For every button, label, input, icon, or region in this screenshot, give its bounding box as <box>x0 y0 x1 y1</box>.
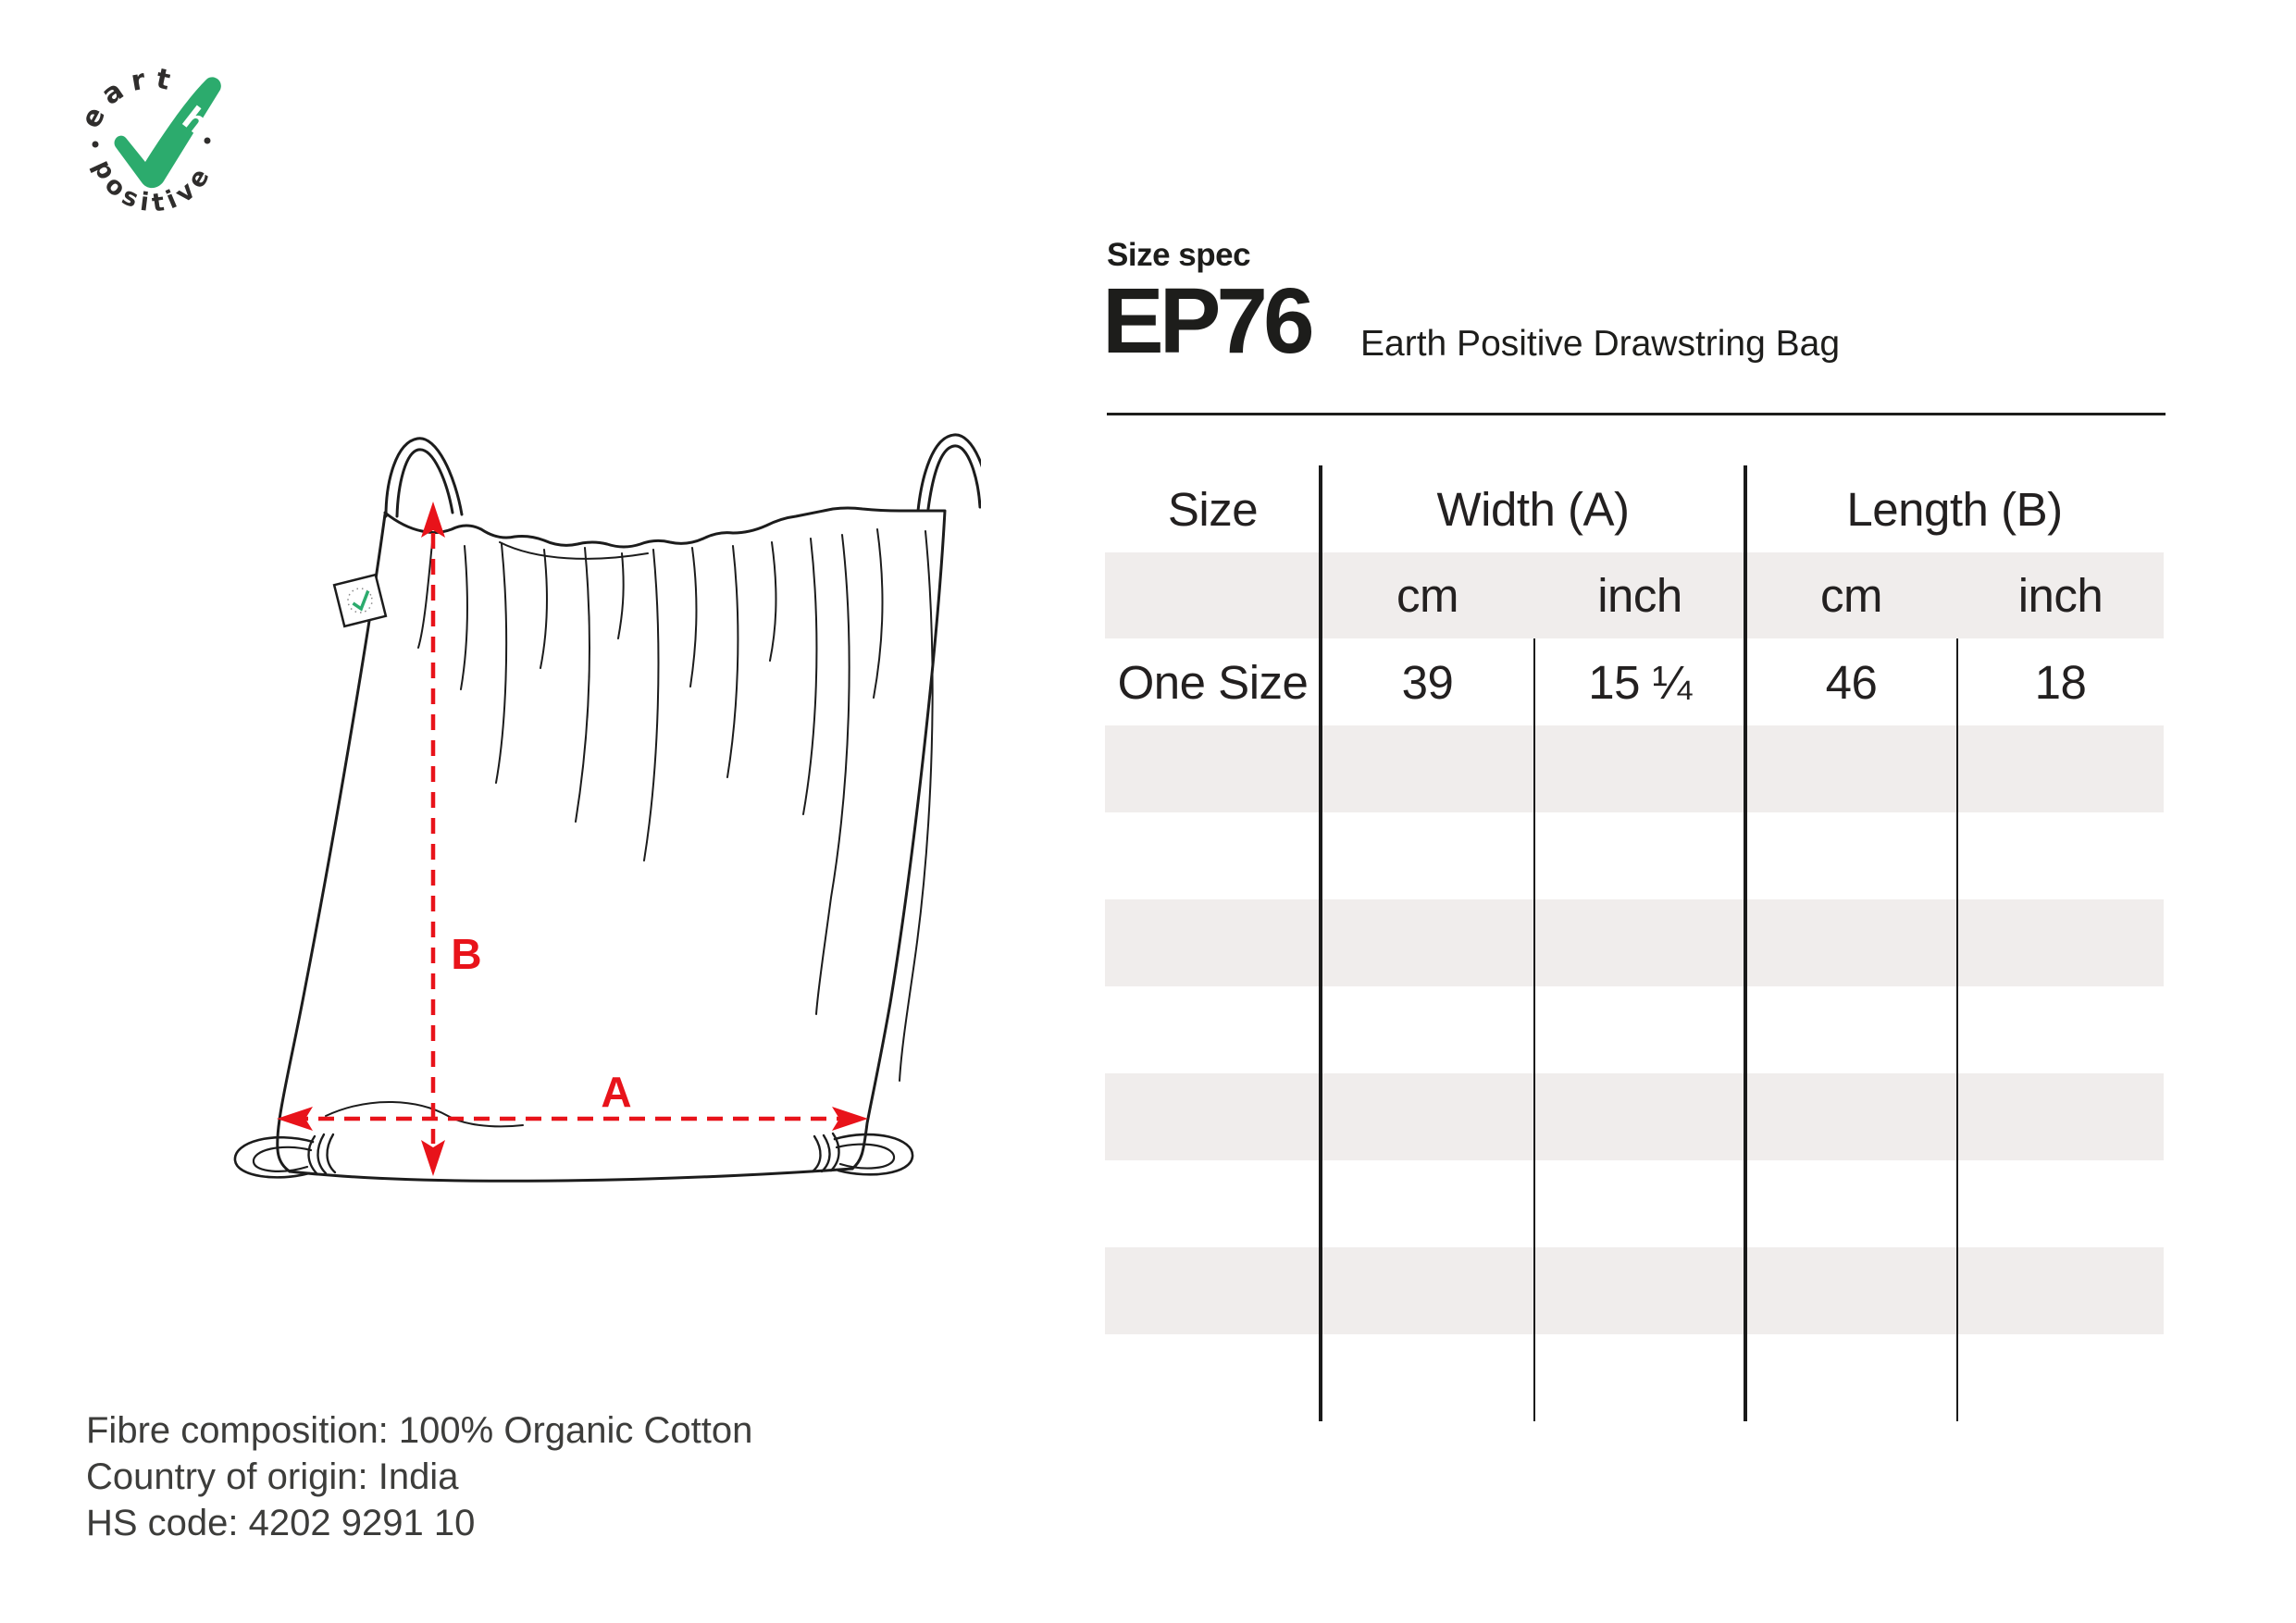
measurement-lines <box>292 533 853 1144</box>
label-width-a: A <box>601 1068 631 1116</box>
logo-check-icon <box>114 77 221 189</box>
empty-row <box>1105 1334 2164 1421</box>
cell-width-inch: 15 ¼ <box>1588 655 1692 709</box>
empty-row <box>1105 725 2164 812</box>
cell-size-name: One Size <box>1117 655 1309 709</box>
unit-header: cm <box>1745 552 1957 638</box>
logo-word-top: eart <box>79 62 181 133</box>
unit-header-blank <box>1105 552 1321 638</box>
cell-length-inch: 18 <box>2034 655 2087 709</box>
logo-dot-right <box>204 137 211 144</box>
arrow-down-icon <box>421 1140 445 1176</box>
unit-header: cm <box>1321 552 1534 638</box>
eyebrow-size-spec: Size spec <box>1107 237 1251 273</box>
hs-code: HS code: 4202 9291 10 <box>86 1503 476 1543</box>
bag-wrinkles <box>325 528 934 1128</box>
arrow-left-icon <box>277 1107 313 1131</box>
empty-row <box>1105 1247 2164 1334</box>
col-header-width: Width (A) <box>1436 482 1630 536</box>
product-details: Fibre composition: 100% Organic Cotton C… <box>86 1407 752 1546</box>
table-divider-thin <box>1956 638 1958 1421</box>
logo-dot-left <box>92 141 99 148</box>
product-code: EP76 <box>1102 269 1315 373</box>
earth-positive-logo: eart h positive <box>79 62 221 218</box>
cell-length-cm: 46 <box>1825 655 1878 709</box>
table-divider-thin <box>1533 638 1535 1421</box>
tag-check-icon <box>352 589 370 612</box>
table-divider-thick <box>1744 465 1747 1421</box>
label-length-b: B <box>451 930 481 978</box>
arrow-right-icon <box>832 1107 868 1131</box>
col-header-size: Size <box>1167 482 1259 536</box>
empty-row <box>1105 986 2164 1073</box>
bag-care-tag <box>332 573 388 628</box>
unit-header: inch <box>1957 552 2164 638</box>
title-divider <box>1107 413 2166 415</box>
cell-width-cm: 39 <box>1401 655 1454 709</box>
col-header-length: Length (B) <box>1846 482 2063 536</box>
table-divider-thick <box>1319 465 1322 1421</box>
empty-row <box>1105 1160 2164 1247</box>
empty-row <box>1105 812 2164 899</box>
arrow-up-icon <box>421 502 445 538</box>
empty-row <box>1105 1073 2164 1160</box>
size-table: Size Width (A) Length (B) cm inch cm inc… <box>1105 465 2164 1421</box>
product-name: Earth Positive Drawstring Bag <box>1360 324 1841 364</box>
empty-row <box>1105 899 2164 986</box>
bag-outline <box>233 433 981 1183</box>
unit-header: inch <box>1534 552 1745 638</box>
fibre-composition: Fibre composition: 100% Organic Cotton <box>86 1410 753 1451</box>
country-of-origin: Country of origin: India <box>86 1456 459 1497</box>
drawstring-bag-diagram: B A <box>233 433 981 1183</box>
measurement-arrowheads <box>277 502 868 1176</box>
